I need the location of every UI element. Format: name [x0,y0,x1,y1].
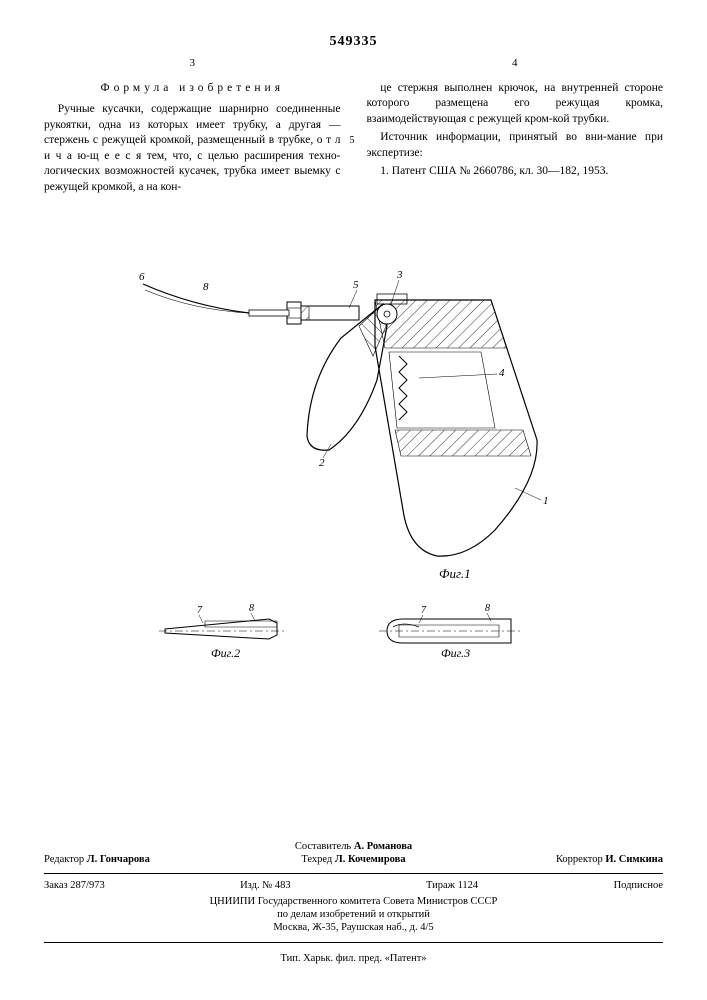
editor-label: Редактор [44,854,84,865]
izd-value: 483 [275,880,291,891]
sources-heading: Источник информации, принятый во вни-ман… [367,130,664,161]
text-columns: 3 Формула изобретения Ручные кусачки, со… [44,56,663,198]
footer-rule-2 [44,942,663,943]
figure-2-svg: 7 8 Фиг.2 [159,601,319,661]
institute-line1: ЦНИИПИ Государственного комитета Совета … [44,895,663,908]
figure-1-svg: 6 8 5 3 4 2 1 Фиг.1 [139,260,569,590]
claim-paragraph-right: це стержня выполнен крючок, на внутренне… [367,81,664,128]
fig3-label: Фиг.3 [441,646,470,660]
corrector-name: И. Симкина [605,854,663,865]
corrector-label: Корректор [556,854,603,865]
ref-2: 2 [319,457,325,469]
ref-1: 1 [543,495,549,507]
ref-3: 3 [396,269,403,281]
institute-line2: по делам изобретений и открытий [44,908,663,921]
document-number: 549335 [44,34,663,50]
tirazh-value: 1124 [458,880,479,891]
institute-line3: Москва, Ж-35, Раушская наб., д. 4/5 [44,921,663,934]
publication-row: Заказ 287/973 Изд. № 483 Тираж 1124 Подп… [44,880,663,891]
right-page-number: 4 [367,56,664,71]
typography-line: Тип. Харьк. фил. пред. «Патент» [44,953,663,964]
fig1-label: Фиг.1 [439,566,471,581]
ref-6: 6 [139,271,145,283]
fig2-ref-8: 8 [249,603,254,614]
techred-name: Л. Кочемирова [335,854,406,865]
ref-4: 4 [499,367,505,379]
compiler-label: Составитель [295,841,351,852]
source-item: 1. Патент США № 2660786, кл. 30—182, 195… [367,164,664,180]
line-marker-5: 5 [350,134,355,148]
claim-paragraph-left: Ручные кусачки, содержащие шарнирно соед… [44,102,341,195]
fig2-ref-7: 7 [197,605,203,616]
footer-rule-1 [44,873,663,874]
techred-label: Техред [301,854,332,865]
compiler-name: А. Романова [354,841,412,852]
right-column: 4 це стержня выполнен крючок, на внутрен… [367,56,664,198]
podpisnoe: Подписное [614,880,663,891]
credits-row: Редактор Л. Гончарова Техред Л. Кочемиро… [44,854,663,865]
institute-block: ЦНИИПИ Государственного комитета Совета … [44,895,663,934]
figure-3-svg: 7 8 Фиг.3 [379,601,549,661]
order-label: Заказ [44,880,68,891]
fig3-ref-7: 7 [421,605,427,616]
left-column: 3 Формула изобретения Ручные кусачки, со… [44,56,341,198]
tirazh-label: Тираж [426,880,455,891]
left-page-number: 3 [44,56,341,71]
fig3-ref-8: 8 [485,603,490,614]
figures-block: 6 8 5 3 4 2 1 Фиг.1 7 8 Фиг.2 [44,260,663,661]
ref-8: 8 [203,281,209,293]
izd-label: Изд. № [240,880,272,891]
formula-heading: Формула изобретения [44,81,341,97]
ref-5: 5 [353,279,359,291]
fig2-label: Фиг.2 [211,646,240,660]
order-value: 287/973 [70,880,104,891]
editor-name: Л. Гончарова [87,854,150,865]
footer-block: Составитель А. Романова Редактор Л. Гонч… [44,841,663,964]
